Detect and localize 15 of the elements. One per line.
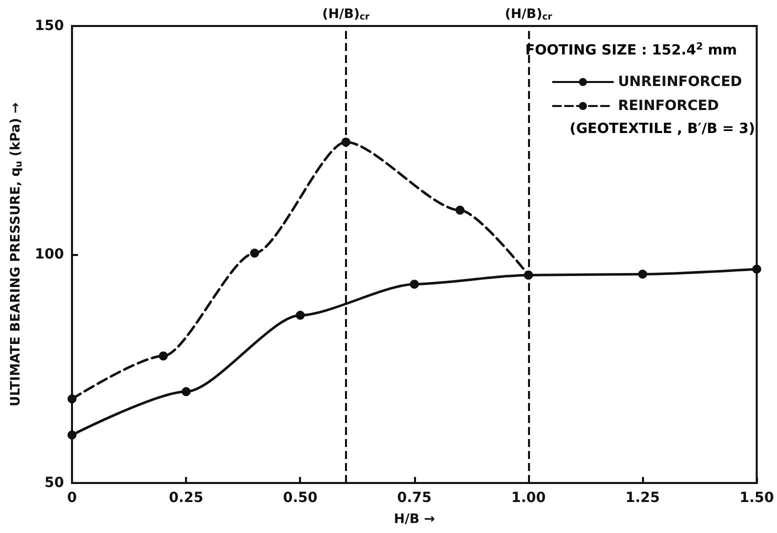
y-tick-label: 100: [34, 246, 64, 262]
x-axis-title: H/B →: [394, 512, 435, 527]
y-axis-title: ULTIMATE BEARING PRESSURE, qu (kPa) →: [8, 102, 24, 407]
legend-label: REINFORCED: [618, 98, 719, 114]
x-tick-label: 1.50: [739, 490, 774, 506]
x-tick-label: 1.25: [625, 490, 660, 506]
y-tick-label: 50: [44, 475, 64, 491]
x-tick-label: 0: [67, 490, 78, 506]
x-tick-label: 0.75: [397, 490, 432, 506]
x-tick-label: 0.25: [168, 490, 204, 506]
annotation: (GEOTEXTILE , B′/B = 3): [570, 121, 756, 137]
legend-label: UNREINFORCED: [618, 74, 742, 90]
x-tick-label: 0.50: [282, 490, 318, 506]
y-tick-label: 150: [34, 18, 64, 34]
x-tick-label: 1.00: [511, 490, 546, 506]
